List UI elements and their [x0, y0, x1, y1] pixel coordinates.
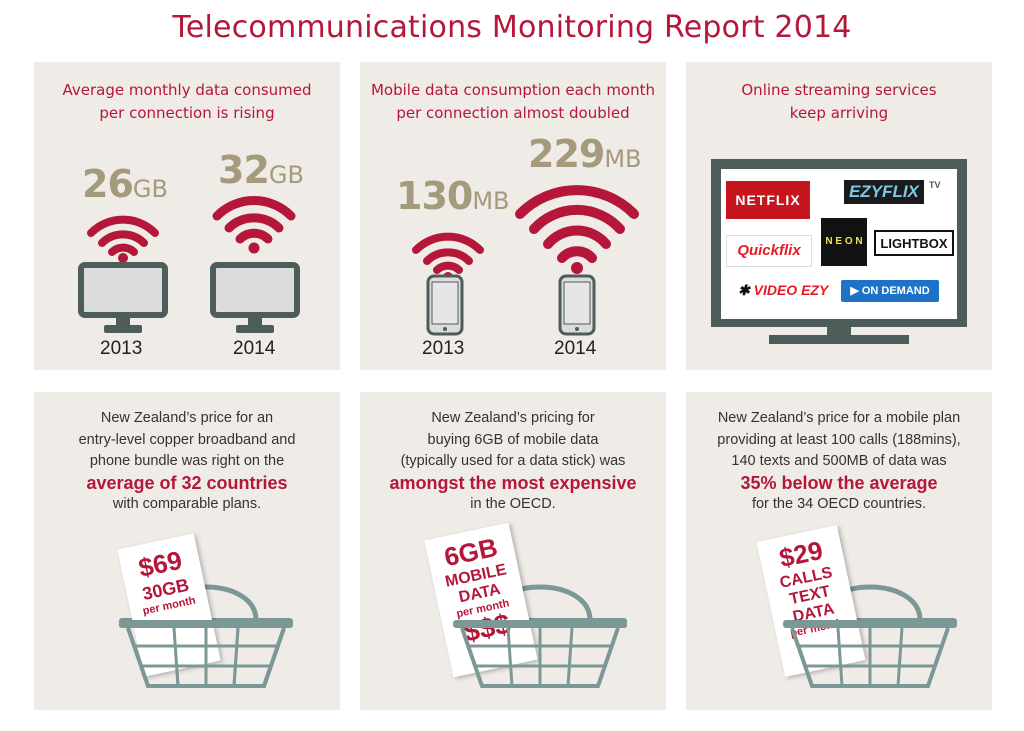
basket-front	[783, 620, 957, 688]
wifi-icon	[515, 185, 639, 274]
lightbox-logo: LIGHTBOX	[874, 230, 954, 256]
ondemand-logo: ▶ ON DEMAND	[841, 280, 939, 302]
year-label: 2014	[554, 338, 597, 359]
wifi-icon	[412, 232, 484, 282]
year-label: 2013	[422, 338, 465, 359]
wifi-icon	[212, 196, 296, 254]
ezyflix-logo: EZYFLIX TV	[844, 180, 941, 208]
data-value-2014: 229MB	[528, 132, 642, 176]
videoezy-logo: ✱ VIDEO EZY	[738, 282, 829, 298]
neon-logo: N E O N	[821, 218, 867, 266]
panel-text: New Zealand’s price for a mobile plan pr…	[686, 408, 992, 516]
play-icon: ▶	[850, 285, 862, 297]
panel-monthly-data: Average monthly data consumed per connect…	[34, 62, 340, 370]
netflix-logo: NETFLIX	[726, 181, 810, 219]
panel-streaming-services: Online streaming services keep arriving N…	[686, 62, 992, 370]
panel-mobile-data: Mobile data consumption each month per co…	[360, 62, 666, 370]
panel-text: New Zealand’s price for an entry-level c…	[34, 408, 340, 516]
basket-front	[119, 620, 293, 688]
page-title: Telecommunications Monitoring Report 201…	[172, 10, 852, 45]
highlight-text: average of 32 countries	[86, 472, 288, 493]
smartphone-icon	[558, 274, 596, 336]
panel-mobile-plan-price: New Zealand’s price for a mobile plan pr…	[686, 392, 992, 710]
year-label: 2014	[233, 338, 276, 359]
wifi-icon	[87, 215, 159, 263]
panel-heading: Mobile data consumption each month per co…	[370, 81, 656, 122]
monitor-icon	[78, 262, 168, 333]
data-value-2013: 130MB	[396, 174, 510, 218]
year-label: 2013	[100, 338, 143, 359]
panel-mobile-data-price: New Zealand’s pricing for buying 6GB of …	[360, 392, 666, 710]
highlight-text: amongst the most expensive	[389, 472, 637, 493]
panel-broadband-price: New Zealand’s price for an entry-level c…	[34, 392, 340, 710]
panel-heading: Online streaming services keep arriving	[741, 81, 937, 122]
monitor-icon	[210, 262, 300, 333]
smartphone-icon	[426, 274, 464, 336]
highlight-text: 35% below the average	[740, 472, 938, 493]
data-value-2013: 26GB	[82, 162, 168, 206]
panel-text: New Zealand’s pricing for buying 6GB of …	[360, 408, 666, 516]
basket-front	[453, 620, 627, 688]
data-value-2014: 32GB	[218, 148, 304, 192]
panel-heading: Average monthly data consumed per connect…	[62, 81, 312, 122]
quickflix-logo: Quickflix	[726, 235, 812, 267]
